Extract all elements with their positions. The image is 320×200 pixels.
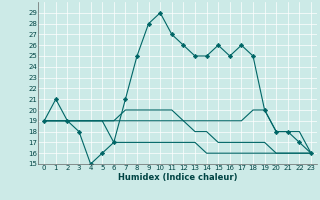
X-axis label: Humidex (Indice chaleur): Humidex (Indice chaleur) <box>118 173 237 182</box>
